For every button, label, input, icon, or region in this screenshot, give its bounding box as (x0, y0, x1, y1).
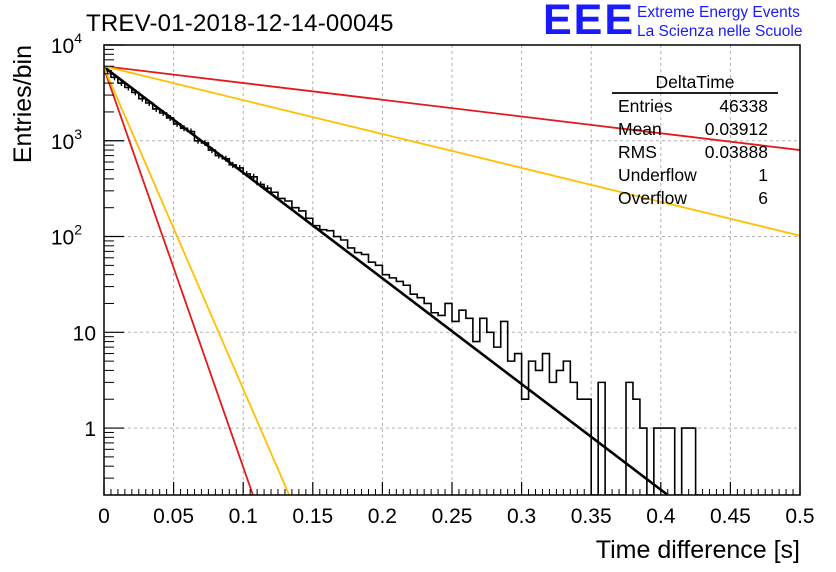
fit-line-reference (104, 68, 254, 495)
x-tick-label: 0.35 (571, 505, 612, 528)
x-tick-label: 0.25 (432, 505, 473, 528)
y-tick-label: 103 (51, 126, 82, 154)
logo-line-1: Extreme Energy Events (637, 4, 800, 21)
stats-row-value: 0.03912 (705, 119, 768, 139)
chart-title: TREV-01-2018-12-14-00045 (86, 10, 394, 37)
x-tick-label: 0.2 (368, 505, 397, 528)
histogram-group (104, 65, 800, 495)
fit-line-main (104, 65, 669, 495)
x-tick-label: 0.3 (507, 505, 536, 528)
x-tick-label: 0 (98, 505, 110, 528)
x-tick-label: 0.05 (153, 505, 194, 528)
stats-row-value: 6 (758, 188, 768, 208)
y-axis-title: Entries/bin (9, 45, 37, 163)
stats-row-label: Underflow (618, 165, 697, 185)
fit-line-reference (104, 65, 800, 151)
y-tick-label: 104 (51, 30, 82, 58)
stats-row-label: Entries (618, 96, 673, 116)
x-axis-title: Time difference [s] (596, 536, 800, 564)
y-tick-label: 102 (51, 222, 82, 250)
fit-line-reference (104, 67, 290, 495)
stats-row-label: Overflow (618, 188, 687, 208)
stats-row-value: 0.03888 (705, 142, 768, 162)
x-tick-label: 0.5 (785, 505, 814, 528)
stats-box-title: DeltaTime (655, 72, 734, 92)
x-tick-label: 0.45 (710, 505, 751, 528)
y-tick-label: 1 (84, 418, 96, 441)
eee-logo-mark: EEE (543, 0, 636, 44)
plot-curves (104, 65, 800, 495)
logo-line-2: La Scienza nelle Scuole (637, 23, 803, 40)
y-tick-label: 10 (73, 322, 96, 345)
stats-row-value: 1 (758, 165, 768, 185)
x-tick-label: 0.15 (292, 505, 333, 528)
axis-labels: 0 0.05 0.1 0.15 0.2 0.25 0.3 0.35 0.4 0.45 0.5 1 10 1… (51, 30, 815, 528)
stats-row-label: Mean (618, 119, 662, 139)
stats-row-value: 46338 (719, 96, 768, 116)
x-tick-label: 0.4 (646, 505, 676, 528)
stats-row-label: RMS (618, 142, 657, 162)
stats-box: DeltaTime Entries 46338 Mean 0.03912 RMS 0.038… (612, 72, 778, 208)
x-tick-label: 0.1 (229, 505, 258, 528)
axis-ticks (103, 44, 801, 496)
fit-line-reference (104, 65, 800, 237)
